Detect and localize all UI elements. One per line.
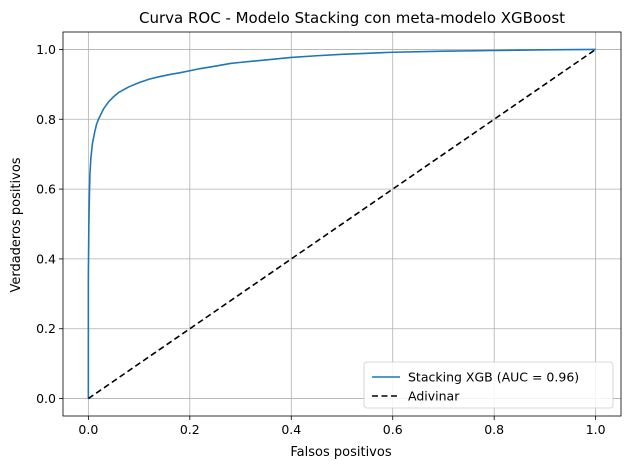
x-tick-label: 0.2 [180, 422, 200, 437]
legend: Stacking XGB (AUC = 0.96) Adivinar [363, 361, 614, 409]
x-tick-label: 1.0 [586, 422, 606, 437]
x-tick-label: 0.4 [281, 422, 301, 437]
legend-label: Adivinar [408, 389, 460, 404]
axis-ticks: 0.0 0.2 0.4 0.6 0.8 1.0 0.0 0.2 0.4 0.6 0.8 1.0 [36, 42, 606, 437]
y-tick-label: 0.2 [36, 321, 56, 336]
y-tick-label: 0.0 [36, 391, 56, 406]
x-axis-label: Falsos positivos [290, 445, 391, 460]
legend-label: Stacking XGB (AUC = 0.96) [408, 370, 579, 385]
y-axis-label: Verdaderos positivos [9, 157, 24, 292]
legend-box [363, 361, 614, 409]
y-tick-label: 0.6 [36, 182, 56, 197]
y-tick-label: 1.0 [36, 42, 56, 57]
x-tick-label: 0.0 [78, 422, 98, 437]
plot-area-frame [62, 31, 622, 417]
y-tick-label: 0.8 [36, 112, 56, 127]
plot-series [87, 48, 597, 400]
series-line-1 [87, 48, 597, 400]
grid [63, 32, 621, 416]
y-tick-label: 0.4 [36, 251, 56, 266]
x-tick-label: 0.6 [383, 422, 403, 437]
series-line-0 [87, 48, 596, 399]
chart-title: Curva ROC - Modelo Stacking con meta-mod… [139, 9, 565, 27]
x-tick-label: 0.8 [484, 422, 504, 437]
